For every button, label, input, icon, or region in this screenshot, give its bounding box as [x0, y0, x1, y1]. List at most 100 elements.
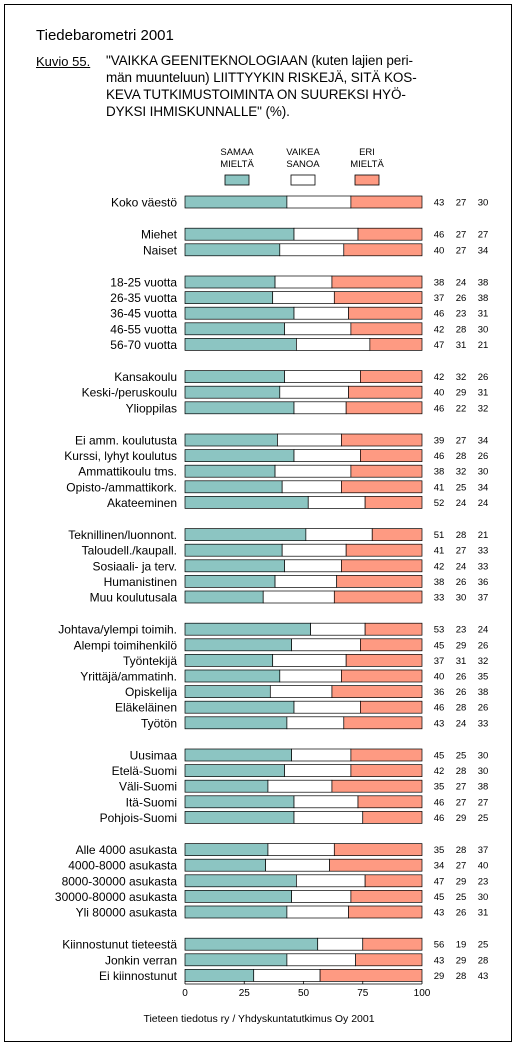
bar-segment — [184, 370, 285, 383]
category-label: Keski-/peruskoulu — [82, 386, 177, 400]
bar-segment — [350, 322, 423, 336]
data-label: 34 — [434, 861, 445, 872]
bar-segment — [253, 969, 321, 982]
bar-segment — [274, 575, 338, 588]
bar-segment — [184, 795, 295, 809]
bar-segment — [184, 764, 285, 777]
category-label: Etelä-Suomi — [112, 764, 177, 778]
data-label: 42 — [434, 766, 445, 777]
bar-segment — [281, 543, 347, 557]
data-label: 30 — [478, 198, 489, 209]
data-label: 29 — [434, 971, 445, 982]
bar-segment — [310, 622, 366, 636]
legend-swatch — [354, 174, 380, 186]
data-label: 25 — [456, 482, 467, 493]
bar-segment — [331, 779, 423, 793]
category-label: Akateeminen — [107, 496, 177, 510]
category-label: Eläkeläinen — [115, 701, 177, 715]
category-label: Teknillinen/luonnont. — [68, 528, 177, 542]
data-label: 45 — [434, 892, 445, 903]
bar-segment — [184, 685, 271, 698]
bar-segment — [293, 227, 359, 241]
bar-segment — [286, 953, 356, 967]
data-label: 22 — [456, 403, 467, 414]
category-label: Työtön — [141, 716, 177, 730]
data-label: 27 — [456, 861, 467, 872]
bar-segment — [345, 543, 423, 557]
data-label: 32 — [456, 372, 467, 383]
data-label: 23 — [456, 625, 467, 636]
data-label: 40 — [478, 861, 489, 872]
bar-segment — [286, 195, 352, 209]
figure-label: Kuvio 55. — [36, 54, 91, 69]
bar-segment — [184, 669, 281, 683]
bar-segment — [284, 322, 352, 336]
category-label: Kiinnostunut tieteestä — [62, 938, 177, 952]
bar-segment — [329, 858, 423, 872]
bar-segment — [345, 401, 423, 415]
data-label: 42 — [434, 561, 445, 572]
category-label: Itä-Suomi — [126, 795, 177, 809]
bar-segment — [284, 764, 352, 777]
bar-segment — [360, 370, 423, 383]
data-label: 45 — [434, 751, 445, 762]
bar-segment — [350, 748, 423, 762]
data-label: 21 — [478, 530, 489, 541]
data-label: 30 — [456, 593, 467, 604]
bar-segment — [267, 843, 335, 856]
bar-segment — [343, 243, 423, 257]
category-label: Taloudell./kaupall. — [82, 544, 177, 558]
bar-segment — [184, 700, 295, 714]
data-label: 28 — [456, 324, 467, 335]
data-label: 28 — [456, 530, 467, 541]
data-label: 35 — [478, 672, 489, 683]
bar-segment — [267, 779, 333, 793]
bar-segment — [364, 496, 423, 509]
data-label: 30 — [478, 892, 489, 903]
data-label: 25 — [456, 892, 467, 903]
bar-segment — [291, 748, 352, 762]
bar-segment — [277, 433, 342, 447]
category-label: Ei kiinnostunut — [99, 969, 178, 983]
bar-segment — [184, 322, 285, 336]
bar-segment — [307, 496, 366, 509]
data-label: 43 — [478, 971, 489, 982]
data-label: 27 — [456, 782, 467, 793]
category-label: Uusimaa — [130, 749, 178, 763]
category-label: Kurssi, lyhyt koulutus — [64, 449, 177, 463]
bar-segment — [333, 291, 423, 304]
question-line: DYKSI IHMISKUNNALLE" (%). — [106, 104, 290, 119]
data-label: 33 — [478, 561, 489, 572]
bar-segment — [357, 795, 423, 809]
data-label: 27 — [456, 198, 467, 209]
data-label: 24 — [456, 718, 467, 729]
bar-segment — [184, 843, 269, 856]
bar-segment — [341, 433, 423, 447]
bar-segment — [184, 905, 288, 919]
data-label: 35 — [434, 845, 445, 856]
data-label: 40 — [434, 388, 445, 399]
bar-segment — [272, 291, 335, 304]
data-label: 27 — [456, 245, 467, 256]
bar-segment — [350, 890, 423, 903]
bar-segment — [184, 528, 307, 541]
bar-segment — [360, 638, 423, 652]
data-label: 46 — [434, 403, 445, 414]
data-label: 38 — [478, 687, 489, 698]
data-label: 46 — [434, 309, 445, 320]
category-label: Yrittäjä/ammatinh. — [80, 670, 177, 684]
data-label: 33 — [478, 546, 489, 557]
data-label: 39 — [434, 436, 445, 447]
bar-segment — [341, 559, 423, 573]
bar-segment — [184, 716, 288, 730]
data-label: 25 — [478, 940, 489, 951]
data-label: 26 — [456, 293, 467, 304]
category-label: 56-70 vuotta — [110, 338, 177, 352]
category-label: Ylioppilas — [126, 401, 177, 415]
data-label: 29 — [456, 640, 467, 651]
legend-label: MIELTÄ — [350, 159, 384, 170]
bar-segment — [184, 433, 278, 447]
bar-segment — [184, 306, 295, 320]
data-label: 29 — [456, 388, 467, 399]
